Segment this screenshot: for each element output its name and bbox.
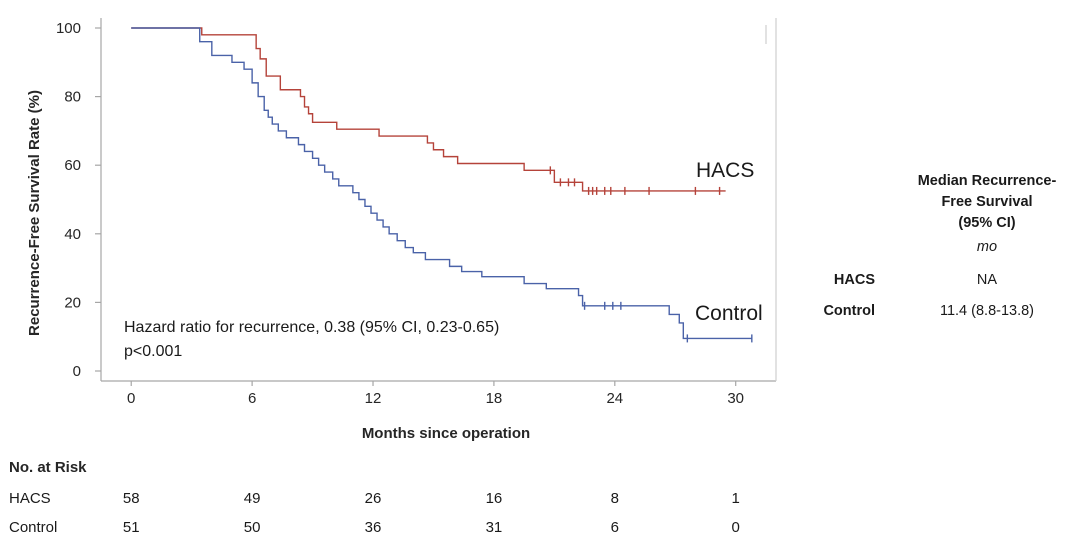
at-risk-value: 36 — [365, 519, 382, 536]
at-risk-value: 50 — [244, 519, 261, 536]
x-tick-label: 24 — [606, 390, 623, 407]
median-value-control: 11.4 (8.8-13.8) — [940, 303, 1034, 319]
median-value-hacs: NA — [977, 272, 997, 288]
median-header-line-2: Free Survival — [941, 194, 1032, 210]
at-risk-value: 51 — [123, 519, 140, 536]
x-tick-label: 6 — [248, 390, 256, 407]
series-label-control: Control — [695, 302, 763, 325]
x-tick-label: 12 — [365, 390, 382, 407]
x-tick-label: 30 — [727, 390, 744, 407]
at-risk-value: 26 — [365, 490, 382, 507]
y-tick-label: 80 — [64, 89, 81, 106]
y-tick-label: 0 — [73, 363, 81, 380]
at-risk-value: 49 — [244, 490, 261, 507]
at-risk-value: 0 — [732, 519, 740, 536]
series-line-hacs — [131, 27, 726, 192]
y-tick-label: 20 — [64, 294, 81, 311]
at-risk-row-label-control: Control — [9, 519, 57, 536]
median-header-line-3: (95% CI) — [958, 215, 1015, 231]
at-risk-table: No. at Risk HACS Control 58 49 26 16 8 1 51 50 3… — [9, 459, 740, 536]
x-axis-title: Months since operation — [362, 425, 530, 442]
p-value-annotation: p<0.001 — [124, 343, 182, 360]
x-tick-label: 0 — [127, 390, 135, 407]
y-tick-labels: 0 20 40 60 80 100 — [56, 20, 101, 380]
median-unit: mo — [977, 239, 997, 255]
series-label-hacs: HACS — [696, 159, 754, 182]
at-risk-title: No. at Risk — [9, 459, 87, 476]
series-layer — [131, 27, 753, 343]
at-risk-value: 8 — [611, 490, 619, 507]
median-header-line-1: Median Recurrence- — [918, 173, 1057, 189]
x-tick-labels: 0 6 12 18 24 30 — [127, 381, 744, 407]
at-risk-value: 31 — [486, 519, 503, 536]
at-risk-value: 58 — [123, 490, 140, 507]
chart-axes — [100, 18, 777, 382]
at-risk-value: 1 — [732, 490, 740, 507]
y-tick-label: 60 — [64, 157, 81, 174]
median-row-label-hacs: HACS — [834, 272, 875, 288]
median-row-label-control: Control — [823, 303, 875, 319]
at-risk-value: 6 — [611, 519, 619, 536]
at-risk-value: 16 — [486, 490, 503, 507]
series-line-control — [131, 27, 752, 340]
y-axis-title: Recurrence-Free Survival Rate (%) — [26, 90, 43, 336]
y-tick-label: 40 — [64, 226, 81, 243]
hazard-ratio-annotation: Hazard ratio for recurrence, 0.38 (95% C… — [124, 319, 499, 336]
y-tick-label: 100 — [56, 20, 81, 37]
at-risk-row-label-hacs: HACS — [9, 490, 51, 507]
x-tick-label: 18 — [486, 390, 503, 407]
median-survival-table: Median Recurrence- Free Survival (95% CI… — [823, 173, 1056, 319]
